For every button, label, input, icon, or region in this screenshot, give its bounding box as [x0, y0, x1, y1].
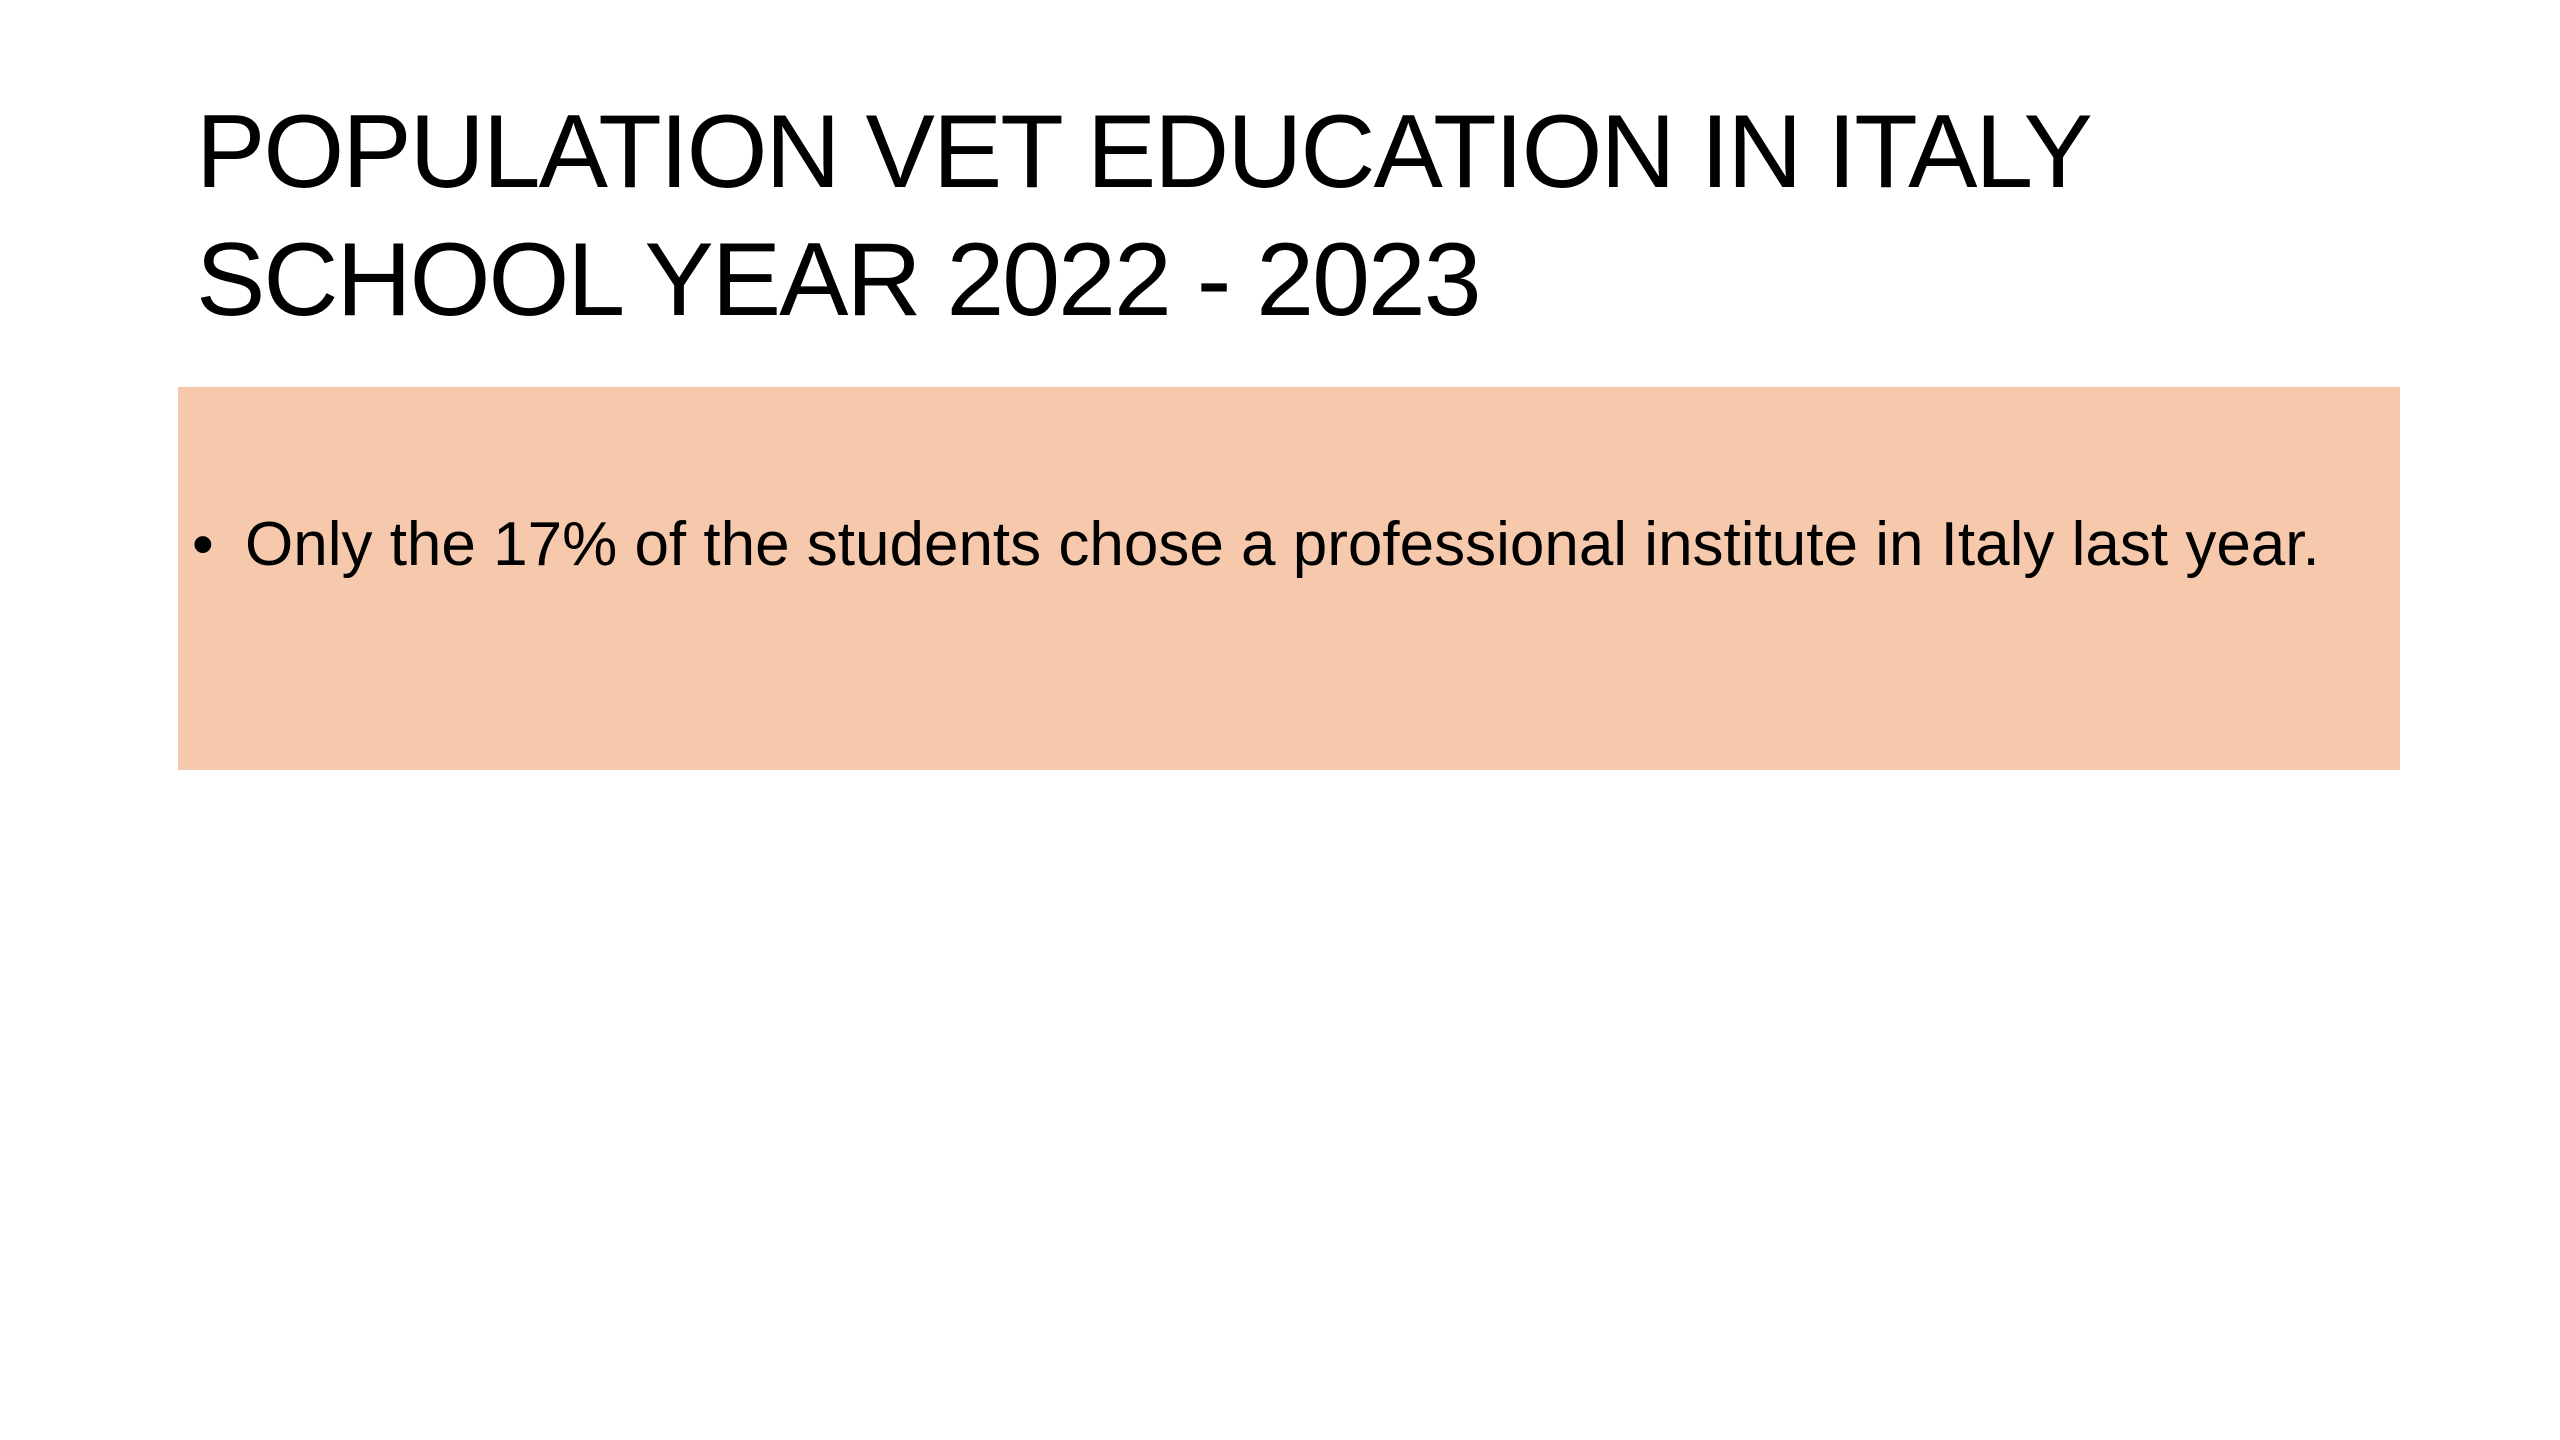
- bullet-list: • Only the 17% of the students chose a p…: [178, 504, 2338, 586]
- bullet-marker: •: [192, 510, 214, 579]
- slide-title: POPULATION VET EDUCATION IN ITALY SCHOOL…: [196, 88, 2396, 344]
- title-line-2: SCHOOL YEAR 2022 - 2023: [196, 222, 1482, 338]
- content-box: • Only the 17% of the students chose a p…: [178, 387, 2400, 770]
- bullet-item: • Only the 17% of the students chose a p…: [178, 504, 2338, 586]
- bullet-text: Only the 17% of the students chose a pro…: [245, 510, 2320, 579]
- title-line-1: POPULATION VET EDUCATION IN ITALY: [196, 94, 2093, 210]
